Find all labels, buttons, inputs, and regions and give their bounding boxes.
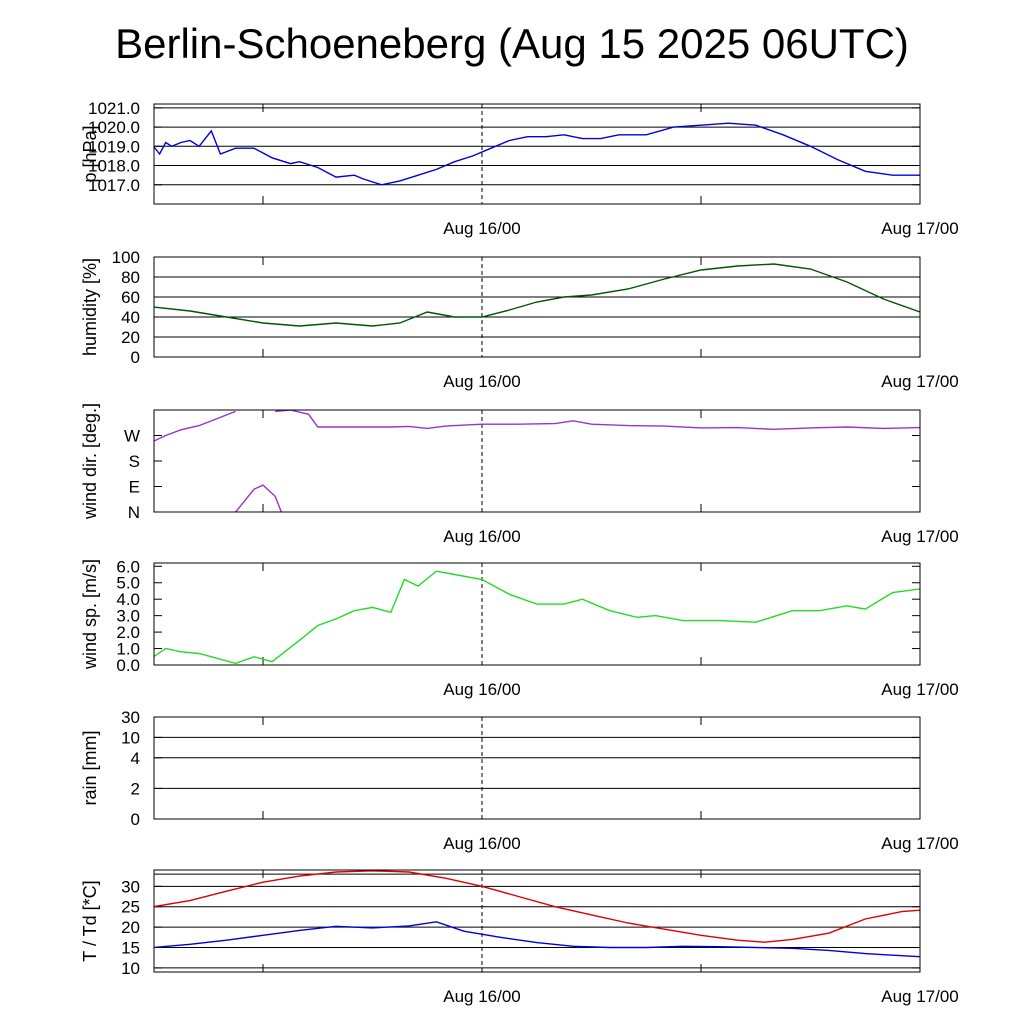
y-tick-label: 1.0 bbox=[116, 640, 140, 659]
x-tick-label: Aug 17/00 bbox=[881, 987, 959, 1006]
y-tick-label: 0 bbox=[131, 348, 140, 367]
y-tick-label: 0 bbox=[131, 810, 140, 829]
series-t-line bbox=[154, 870, 920, 943]
x-tick-label: Aug 16/00 bbox=[443, 987, 521, 1006]
y-tick-label: 4 bbox=[131, 749, 140, 768]
series-td-line bbox=[154, 921, 920, 958]
y-tick-label: 20 bbox=[121, 328, 140, 347]
y-tick-label: 10 bbox=[121, 728, 140, 747]
y-tick-label: 6.0 bbox=[116, 557, 140, 576]
x-tick-label: Aug 16/00 bbox=[443, 372, 521, 391]
y-tick-label: W bbox=[124, 427, 140, 446]
series-line-wind_dir-1 bbox=[235, 484, 282, 512]
y-axis-label: wind dir. [deg.] bbox=[80, 403, 100, 520]
series-line-wind_dir-2 bbox=[275, 410, 920, 431]
y-tick-label: N bbox=[128, 503, 140, 522]
y-axis-label: wind sp. [m/s] bbox=[80, 559, 100, 670]
plot-frame bbox=[153, 869, 921, 973]
plot-frame bbox=[153, 256, 921, 358]
y-tick-label: 2 bbox=[131, 779, 140, 798]
y-tick-label: 30 bbox=[121, 877, 140, 896]
y-tick-label: 1020.0 bbox=[88, 118, 140, 137]
x-tick-label: Aug 16/00 bbox=[443, 834, 521, 853]
y-tick-label: 20 bbox=[121, 918, 140, 937]
y-axis-label: rain [mm] bbox=[80, 730, 100, 805]
y-tick-label: S bbox=[129, 452, 140, 471]
y-tick-label: 1019.0 bbox=[88, 137, 140, 156]
y-axis-label: p [hPa] bbox=[80, 125, 100, 182]
y-axis-label: T / Td [*C] bbox=[80, 880, 100, 961]
x-tick-label: Aug 16/00 bbox=[443, 219, 521, 238]
x-tick-label: Aug 17/00 bbox=[881, 680, 959, 699]
y-tick-label: 30 bbox=[121, 708, 140, 727]
y-tick-label: E bbox=[129, 478, 140, 497]
y-tick-label: 4.0 bbox=[116, 590, 140, 609]
y-tick-label: 80 bbox=[121, 268, 140, 287]
plot-frame bbox=[153, 103, 921, 205]
y-tick-label: 15 bbox=[121, 939, 140, 958]
series-line-wind_dir-0 bbox=[154, 410, 236, 442]
plot-frame bbox=[153, 716, 921, 820]
y-tick-label: 2.0 bbox=[116, 623, 140, 642]
y-tick-label: 100 bbox=[112, 248, 140, 267]
x-tick-label: Aug 16/00 bbox=[443, 680, 521, 699]
panel-wind_speed: 0.01.02.03.04.05.06.0 Aug 16/00 Aug 17/00 w… bbox=[80, 557, 959, 699]
chart-title: Berlin-Schoeneberg (Aug 15 2025 06UTC) bbox=[115, 20, 909, 67]
x-tick-label: Aug 17/00 bbox=[881, 219, 959, 238]
y-tick-label: 1018.0 bbox=[88, 157, 140, 176]
y-axis-label: humidity [%] bbox=[80, 258, 100, 356]
y-tick-label: 3.0 bbox=[116, 607, 140, 626]
plot-frame bbox=[153, 562, 921, 666]
y-tick-label: 40 bbox=[121, 308, 140, 327]
y-tick-label: 5.0 bbox=[116, 574, 140, 593]
x-tick-label: Aug 17/00 bbox=[881, 834, 959, 853]
x-tick-label: Aug 16/00 bbox=[443, 527, 521, 546]
y-tick-label: 1021.0 bbox=[88, 99, 140, 118]
y-tick-label: 25 bbox=[121, 898, 140, 917]
series-line-pressure bbox=[154, 122, 920, 186]
series-line-humidity bbox=[154, 263, 920, 327]
x-tick-label: Aug 17/00 bbox=[881, 372, 959, 391]
y-tick-label: 10 bbox=[121, 959, 140, 978]
plot-frame bbox=[153, 409, 921, 513]
series-line-wind_speed bbox=[154, 570, 920, 665]
y-tick-label: 0.0 bbox=[116, 656, 140, 675]
x-tick-label: Aug 17/00 bbox=[881, 527, 959, 546]
y-tick-label: 60 bbox=[121, 288, 140, 307]
y-tick-label: 1017.0 bbox=[88, 176, 140, 195]
